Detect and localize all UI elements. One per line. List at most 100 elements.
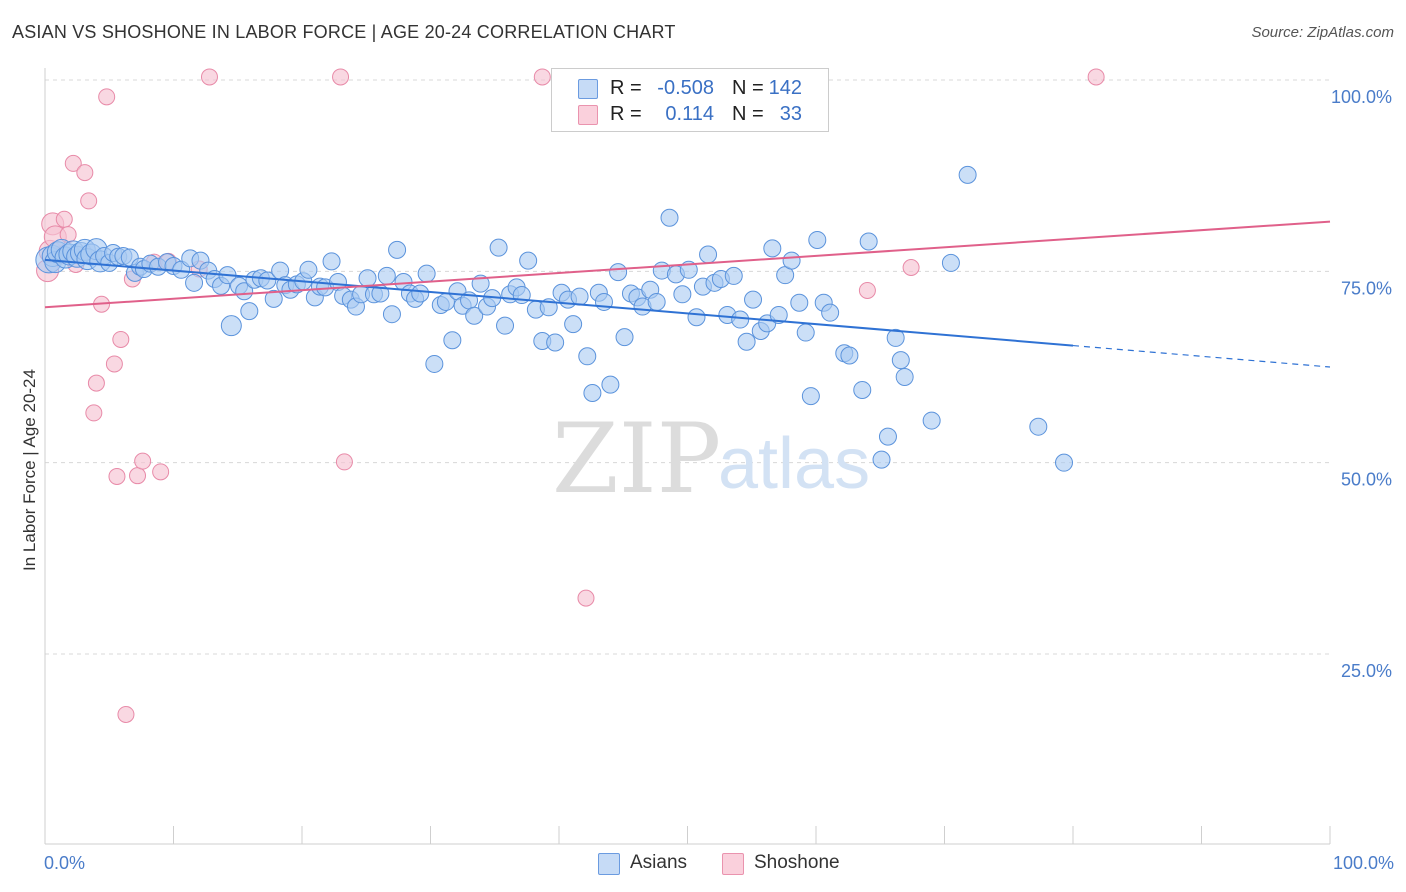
asian-point xyxy=(564,315,583,334)
legend-n-value: 142 xyxy=(768,77,802,99)
bottom-legend-swatch-asians xyxy=(598,853,620,875)
asian-point xyxy=(519,251,538,270)
asian-point xyxy=(496,316,515,335)
asian-point xyxy=(769,305,788,324)
legend-n-label: N = xyxy=(732,77,764,99)
asian-point xyxy=(782,251,801,270)
shoshone-point xyxy=(55,210,73,228)
watermark-atlas: atlas xyxy=(718,424,870,504)
legend-swatch-asians xyxy=(578,79,598,99)
asian-point xyxy=(264,289,283,308)
asian-point xyxy=(796,323,815,342)
shoshone-point xyxy=(577,589,595,607)
asian-point xyxy=(1055,453,1074,472)
asian-point xyxy=(417,264,436,283)
asian-point xyxy=(699,245,718,264)
x-tick-label-max: 100.0% xyxy=(1333,853,1394,873)
shoshone-point xyxy=(533,68,551,86)
asian-point xyxy=(731,310,750,329)
asian-point xyxy=(425,354,444,373)
legend-r-value: 0.114 xyxy=(665,103,714,125)
asian-point xyxy=(853,380,872,399)
asian-trend-line xyxy=(44,258,1074,347)
watermark-zip: ZIP xyxy=(552,403,721,515)
asian-point xyxy=(358,269,377,288)
trend-lines xyxy=(44,220,1331,368)
x-tick-labels: 0.0% 100.0% xyxy=(44,853,1394,873)
asian-point xyxy=(763,239,782,258)
asian-point xyxy=(872,450,891,469)
asian-point xyxy=(546,333,565,352)
chart-source: Source: ZipAtlas.com xyxy=(1251,24,1394,41)
asian-point xyxy=(578,347,597,366)
asian-point xyxy=(377,266,396,285)
y-tick-labels: 25.0% 50.0% 75.0% 100.0% xyxy=(1331,87,1392,681)
shoshone-point xyxy=(85,404,103,422)
asian-point xyxy=(790,293,809,312)
bottom-legend-label-shoshone: Shoshone xyxy=(754,852,840,873)
asian-point xyxy=(840,346,859,365)
asian-point xyxy=(220,315,242,337)
asian-point xyxy=(808,230,827,249)
y-tick-label-100: 100.0% xyxy=(1331,87,1392,107)
chart-title: ASIAN VS SHOSHONE IN LABOR FORCE | AGE 2… xyxy=(12,22,676,42)
shoshone-point xyxy=(64,154,82,172)
shoshone-point xyxy=(105,355,123,373)
asian-point xyxy=(1029,417,1048,436)
asian-point xyxy=(465,306,484,325)
asian-point xyxy=(821,303,840,322)
shoshone-point xyxy=(1087,68,1105,86)
shoshone-point xyxy=(108,467,126,485)
asian-point xyxy=(859,232,878,251)
shoshone-point xyxy=(332,68,350,86)
shoshone-point xyxy=(152,463,170,481)
asian-point xyxy=(687,308,706,327)
asian-point xyxy=(489,238,508,257)
watermark: ZIP atlas xyxy=(552,403,870,515)
asian-point xyxy=(240,302,259,321)
y-tick-label-25: 25.0% xyxy=(1341,661,1392,681)
asian-point xyxy=(570,287,589,306)
shoshone-point xyxy=(76,164,94,182)
legend-n-label: N = xyxy=(732,103,764,125)
asian-point xyxy=(886,328,905,347)
bottom-legend-swatch-shoshone xyxy=(722,853,744,875)
asian-point xyxy=(443,331,462,350)
asian-point xyxy=(601,375,620,394)
shoshone-point xyxy=(335,453,353,471)
y-tick-label-75: 75.0% xyxy=(1341,278,1392,298)
gridlines xyxy=(45,79,1330,655)
stats-legend: R = -0.508 N = 142 R = 0.114 N = 33 xyxy=(551,68,829,132)
shoshone-point xyxy=(129,467,147,485)
shoshone-points xyxy=(36,68,1105,723)
x-tick-label-min: 0.0% xyxy=(44,853,85,873)
asian-point xyxy=(724,266,743,285)
asian-point xyxy=(583,384,602,403)
legend-r-label: R = xyxy=(610,77,642,99)
asian-point xyxy=(922,411,941,430)
asian-point xyxy=(235,282,254,301)
asian-point xyxy=(895,367,914,386)
legend-r-value: -0.508 xyxy=(657,77,714,99)
asian-points xyxy=(35,165,1074,472)
shoshone-point xyxy=(87,374,105,392)
shoshone-point xyxy=(98,88,116,106)
axes xyxy=(44,68,1331,845)
asian-point xyxy=(647,292,666,311)
asian-point xyxy=(744,290,763,309)
asian-point xyxy=(388,240,407,259)
asian-point xyxy=(382,305,401,324)
shoshone-point xyxy=(112,330,130,348)
shoshone-trend-line xyxy=(44,220,1331,309)
asian-point xyxy=(958,165,977,184)
asian-point xyxy=(878,427,897,446)
asian-point xyxy=(411,284,430,303)
shoshone-point xyxy=(117,705,135,723)
legend-row-asians: R = -0.508 N = 142 xyxy=(552,75,828,101)
asian-point xyxy=(737,332,756,351)
shoshone-point xyxy=(200,68,218,86)
legend-swatch-shoshone xyxy=(578,105,598,125)
asian-point xyxy=(673,285,692,304)
asian-point xyxy=(185,273,204,292)
legend-row-shoshone: R = 0.114 N = 33 xyxy=(552,101,828,127)
